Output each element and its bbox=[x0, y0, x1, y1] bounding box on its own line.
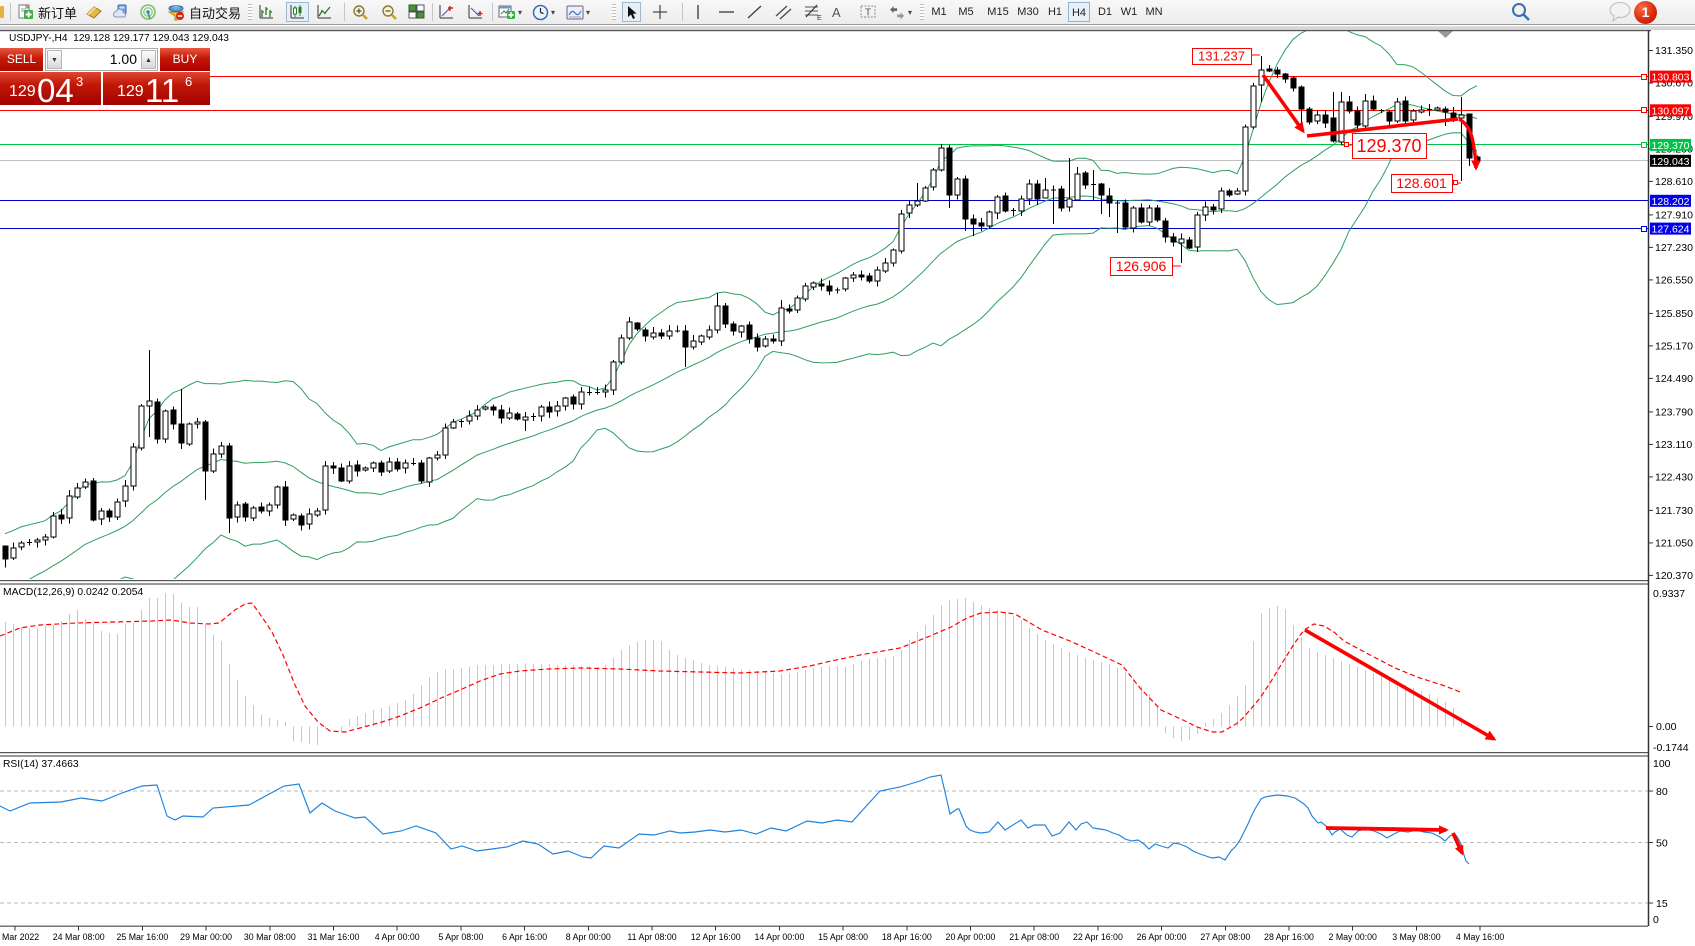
svg-text:8 Apr 00:00: 8 Apr 00:00 bbox=[566, 932, 611, 942]
svg-text:26 Apr 00:00: 26 Apr 00:00 bbox=[1137, 932, 1187, 942]
svg-text:15 Apr 08:00: 15 Apr 08:00 bbox=[818, 932, 868, 942]
svg-text:130.803: 130.803 bbox=[1652, 72, 1690, 84]
svg-text:4 May 16:00: 4 May 16:00 bbox=[1456, 932, 1505, 942]
svg-text:29 Mar 00:00: 29 Mar 00:00 bbox=[180, 932, 232, 942]
svg-text:129.370: 129.370 bbox=[1652, 140, 1690, 152]
svg-text:0: 0 bbox=[1653, 914, 1659, 926]
svg-text:30 Mar 08:00: 30 Mar 08:00 bbox=[244, 932, 296, 942]
svg-text:0.9337: 0.9337 bbox=[1653, 588, 1685, 600]
svg-text:21 Apr 08:00: 21 Apr 08:00 bbox=[1009, 932, 1059, 942]
svg-text:131.237: 131.237 bbox=[1198, 49, 1245, 64]
svg-text:128.610: 128.610 bbox=[1655, 176, 1693, 188]
svg-text:5 Apr 08:00: 5 Apr 08:00 bbox=[438, 932, 483, 942]
svg-text:31 Mar 16:00: 31 Mar 16:00 bbox=[308, 932, 360, 942]
svg-text:28 Apr 16:00: 28 Apr 16:00 bbox=[1264, 932, 1314, 942]
svg-text:127.230: 127.230 bbox=[1655, 242, 1693, 254]
svg-text:126.550: 126.550 bbox=[1655, 275, 1693, 287]
svg-text:-0.1744: -0.1744 bbox=[1653, 742, 1689, 754]
svg-text:15: 15 bbox=[1656, 898, 1668, 910]
svg-text:127.624: 127.624 bbox=[1652, 224, 1690, 236]
svg-text:22 Apr 16:00: 22 Apr 16:00 bbox=[1073, 932, 1123, 942]
svg-text:80: 80 bbox=[1656, 786, 1668, 798]
svg-text:12 Apr 16:00: 12 Apr 16:00 bbox=[691, 932, 741, 942]
svg-text:0.00: 0.00 bbox=[1656, 721, 1677, 733]
svg-text:3 May 08:00: 3 May 08:00 bbox=[1392, 932, 1441, 942]
svg-text:129.043: 129.043 bbox=[1652, 156, 1690, 168]
svg-text:E: E bbox=[817, 15, 822, 21]
svg-text:123.110: 123.110 bbox=[1655, 439, 1692, 451]
svg-text:24 Mar 08:00: 24 Mar 08:00 bbox=[53, 932, 105, 942]
svg-text:Mar 2022: Mar 2022 bbox=[2, 932, 39, 942]
svg-text:25 Mar 16:00: 25 Mar 16:00 bbox=[116, 932, 168, 942]
svg-text:122.430: 122.430 bbox=[1655, 472, 1693, 484]
svg-text:T: T bbox=[865, 8, 871, 19]
svg-text:129.370: 129.370 bbox=[1356, 136, 1421, 156]
svg-text:131.350: 131.350 bbox=[1655, 45, 1693, 57]
svg-text:14 Apr 00:00: 14 Apr 00:00 bbox=[754, 932, 804, 942]
svg-text:126.906: 126.906 bbox=[1116, 258, 1167, 274]
svg-text:18 Apr 16:00: 18 Apr 16:00 bbox=[882, 932, 932, 942]
svg-text:6 Apr 16:00: 6 Apr 16:00 bbox=[502, 932, 547, 942]
svg-text:RSI(14) 37.4663: RSI(14) 37.4663 bbox=[3, 759, 79, 770]
svg-text:USDJPY-,H4 129.128 129.177 12: USDJPY-,H4 129.128 129.177 129.043 129.0… bbox=[9, 33, 229, 44]
svg-text:4 Apr 00:00: 4 Apr 00:00 bbox=[375, 932, 420, 942]
svg-text:27 Apr 08:00: 27 Apr 08:00 bbox=[1200, 932, 1250, 942]
svg-text:121.730: 121.730 bbox=[1655, 505, 1693, 517]
svg-text:124.490: 124.490 bbox=[1655, 373, 1693, 385]
svg-text:50: 50 bbox=[1656, 838, 1668, 850]
svg-text:121.050: 121.050 bbox=[1655, 538, 1693, 550]
svg-text:128.202: 128.202 bbox=[1652, 196, 1690, 208]
svg-text:2 May 00:00: 2 May 00:00 bbox=[1328, 932, 1377, 942]
svg-text:123.790: 123.790 bbox=[1655, 407, 1693, 419]
svg-text:100: 100 bbox=[1653, 758, 1671, 770]
svg-text:MACD(12,26,9) 0.0242 0.2054: MACD(12,26,9) 0.0242 0.2054 bbox=[3, 587, 144, 598]
svg-text:125.170: 125.170 bbox=[1655, 341, 1693, 353]
svg-text:125.850: 125.850 bbox=[1655, 308, 1693, 320]
svg-text:20 Apr 00:00: 20 Apr 00:00 bbox=[946, 932, 996, 942]
svg-text:127.910: 127.910 bbox=[1655, 210, 1693, 222]
svg-text:120.370: 120.370 bbox=[1655, 570, 1693, 582]
svg-text:130.097: 130.097 bbox=[1652, 105, 1690, 117]
svg-text:128.601: 128.601 bbox=[1396, 175, 1447, 191]
svg-text:11 Apr 08:00: 11 Apr 08:00 bbox=[627, 932, 676, 942]
